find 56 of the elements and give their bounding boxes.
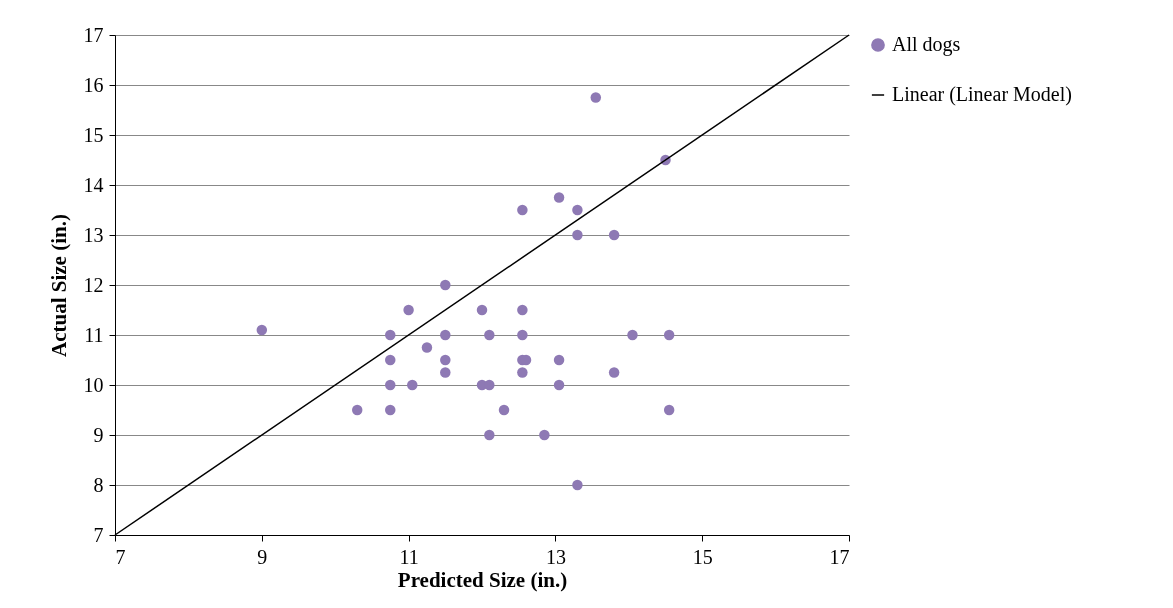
point [440, 367, 451, 378]
legend-label: All dogs [892, 33, 961, 56]
point [484, 329, 495, 341]
point [385, 379, 396, 391]
point [553, 354, 565, 366]
y-tick-label: 8 [93, 473, 104, 496]
y-tick-label: 7 [93, 523, 104, 546]
y-tick-label: 14 [83, 173, 104, 196]
point [498, 404, 510, 416]
point [407, 379, 418, 391]
legend-label: Linear (Linear Model) [892, 83, 1072, 106]
y-axis-title: Actual Size (in.) [46, 214, 71, 357]
point [476, 304, 488, 316]
y-tick-label: 16 [83, 73, 104, 96]
point [590, 92, 602, 103]
point [385, 404, 396, 416]
y-tick-label: 9 [93, 423, 104, 446]
point [440, 354, 451, 366]
y-tick-label: 13 [83, 223, 104, 246]
point [608, 229, 620, 241]
x-axis-title: Predicted Size (in.) [397, 567, 568, 592]
point [553, 192, 565, 203]
point [385, 354, 396, 366]
point [517, 329, 528, 341]
point [608, 367, 620, 378]
point [517, 204, 528, 216]
y-tick-label: 11 [84, 323, 104, 346]
point [663, 404, 675, 416]
x-tick-label: 7 [115, 545, 126, 568]
point [572, 229, 583, 241]
point [539, 429, 550, 441]
point [256, 324, 268, 336]
point [627, 329, 638, 341]
point [553, 379, 565, 391]
y-tick-label: 10 [83, 373, 104, 396]
y-tick-label: 15 [83, 123, 104, 146]
point [517, 304, 528, 316]
x-tick-label: 11 [399, 545, 419, 568]
point [421, 342, 433, 353]
point [517, 367, 528, 378]
point [440, 279, 451, 291]
point [484, 379, 495, 391]
point [572, 479, 583, 491]
y-tick-label: 17 [83, 23, 104, 46]
point [572, 204, 583, 216]
point [484, 429, 495, 441]
x-tick-label: 15 [692, 545, 713, 568]
x-tick-label: 17 [829, 545, 850, 568]
point [663, 329, 675, 341]
point [385, 329, 396, 341]
y-tick-label: 12 [83, 273, 104, 296]
x-tick-label: 13 [545, 545, 566, 568]
point [440, 329, 451, 341]
x-tick-label: 9 [257, 545, 268, 568]
point [403, 304, 414, 316]
point [351, 404, 363, 416]
